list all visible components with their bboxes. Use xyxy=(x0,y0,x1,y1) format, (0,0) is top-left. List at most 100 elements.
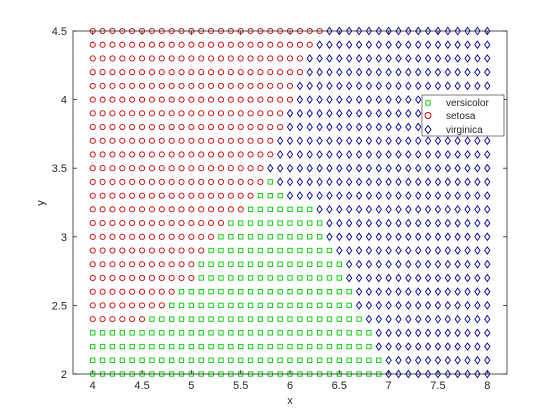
point-setosa xyxy=(227,96,234,103)
legend-item-virginica: virginica xyxy=(424,124,483,136)
point-virginica xyxy=(375,54,382,63)
point-versicolor xyxy=(208,275,214,281)
point-setosa xyxy=(247,41,254,48)
point-setosa xyxy=(89,41,96,48)
point-setosa xyxy=(237,41,244,48)
point-virginica xyxy=(415,81,422,91)
point-virginica xyxy=(395,54,402,63)
point-virginica xyxy=(326,40,333,50)
point-setosa xyxy=(99,247,106,254)
point-versicolor xyxy=(257,234,264,240)
point-setosa xyxy=(99,137,106,144)
point-virginica xyxy=(444,177,451,187)
point-virginica xyxy=(454,369,461,379)
point-virginica xyxy=(306,81,313,91)
point-setosa xyxy=(178,41,185,48)
point-setosa xyxy=(138,220,146,227)
point-virginica xyxy=(444,204,451,214)
point-virginica xyxy=(464,177,471,187)
point-virginica xyxy=(355,191,363,201)
point-versicolor xyxy=(208,289,214,295)
point-versicolor xyxy=(267,206,273,213)
point-virginica xyxy=(346,163,353,173)
point-setosa xyxy=(208,123,215,131)
point-setosa xyxy=(129,261,136,268)
point-setosa xyxy=(138,233,146,240)
point-setosa xyxy=(168,96,175,103)
point-setosa xyxy=(198,178,205,185)
point-virginica xyxy=(444,150,451,159)
point-setosa xyxy=(178,96,185,103)
point-versicolor xyxy=(346,357,352,363)
point-versicolor xyxy=(366,330,372,336)
point-versicolor xyxy=(277,206,283,213)
point-virginica xyxy=(434,150,442,159)
point-virginica xyxy=(365,54,373,63)
point-setosa xyxy=(198,165,205,172)
point-virginica xyxy=(276,136,284,146)
point-setosa xyxy=(109,233,116,240)
point-virginica xyxy=(385,301,392,310)
point-virginica xyxy=(336,163,343,173)
point-virginica xyxy=(434,67,442,77)
point-versicolor xyxy=(90,343,96,350)
point-virginica xyxy=(454,259,461,269)
point-virginica xyxy=(464,150,471,159)
point-setosa xyxy=(198,110,205,117)
point-virginica xyxy=(365,246,373,255)
point-versicolor xyxy=(178,302,185,309)
point-versicolor xyxy=(287,247,293,254)
y-tick-label: 4 xyxy=(61,95,67,107)
point-virginica xyxy=(415,342,422,351)
point-versicolor xyxy=(267,302,273,309)
point-setosa xyxy=(188,137,195,144)
point-setosa xyxy=(148,41,155,48)
point-virginica xyxy=(365,136,373,146)
point-setosa xyxy=(138,165,146,172)
point-setosa xyxy=(198,192,205,199)
point-virginica xyxy=(415,26,422,36)
point-virginica xyxy=(424,163,432,173)
point-virginica xyxy=(434,369,442,379)
point-setosa xyxy=(247,96,254,103)
point-virginica xyxy=(375,259,382,269)
point-setosa xyxy=(188,55,195,62)
point-virginica xyxy=(326,163,333,173)
point-versicolor xyxy=(228,220,234,226)
point-setosa xyxy=(109,110,116,117)
legend-marker-setosa xyxy=(424,112,432,119)
point-setosa xyxy=(89,302,96,309)
point-versicolor xyxy=(336,302,342,309)
point-versicolor xyxy=(326,316,333,322)
point-setosa xyxy=(158,137,165,144)
point-setosa xyxy=(119,233,126,240)
point-versicolor xyxy=(326,357,333,363)
point-virginica xyxy=(355,287,363,297)
point-virginica xyxy=(355,81,363,91)
point-versicolor xyxy=(218,343,224,350)
point-virginica xyxy=(415,163,422,173)
point-versicolor xyxy=(228,302,234,309)
point-setosa xyxy=(277,110,284,117)
point-versicolor xyxy=(90,357,96,363)
point-setosa xyxy=(119,96,126,103)
point-virginica xyxy=(296,95,304,104)
point-setosa xyxy=(178,110,185,117)
point-virginica xyxy=(395,232,402,242)
point-versicolor xyxy=(247,302,254,309)
point-virginica xyxy=(444,369,451,379)
point-virginica xyxy=(454,287,461,297)
point-setosa xyxy=(109,178,116,185)
point-setosa xyxy=(208,220,215,227)
point-virginica xyxy=(474,259,481,269)
legend[interactable]: versicolor setosa virginica xyxy=(421,94,505,137)
point-setosa xyxy=(178,220,185,227)
point-virginica xyxy=(424,150,432,159)
point-virginica xyxy=(316,150,323,159)
point-setosa xyxy=(237,55,244,62)
point-setosa xyxy=(227,55,234,62)
x-tick-label: 7.5 xyxy=(430,380,445,392)
point-virginica xyxy=(474,177,481,187)
point-virginica xyxy=(474,150,481,159)
point-setosa xyxy=(198,96,205,103)
